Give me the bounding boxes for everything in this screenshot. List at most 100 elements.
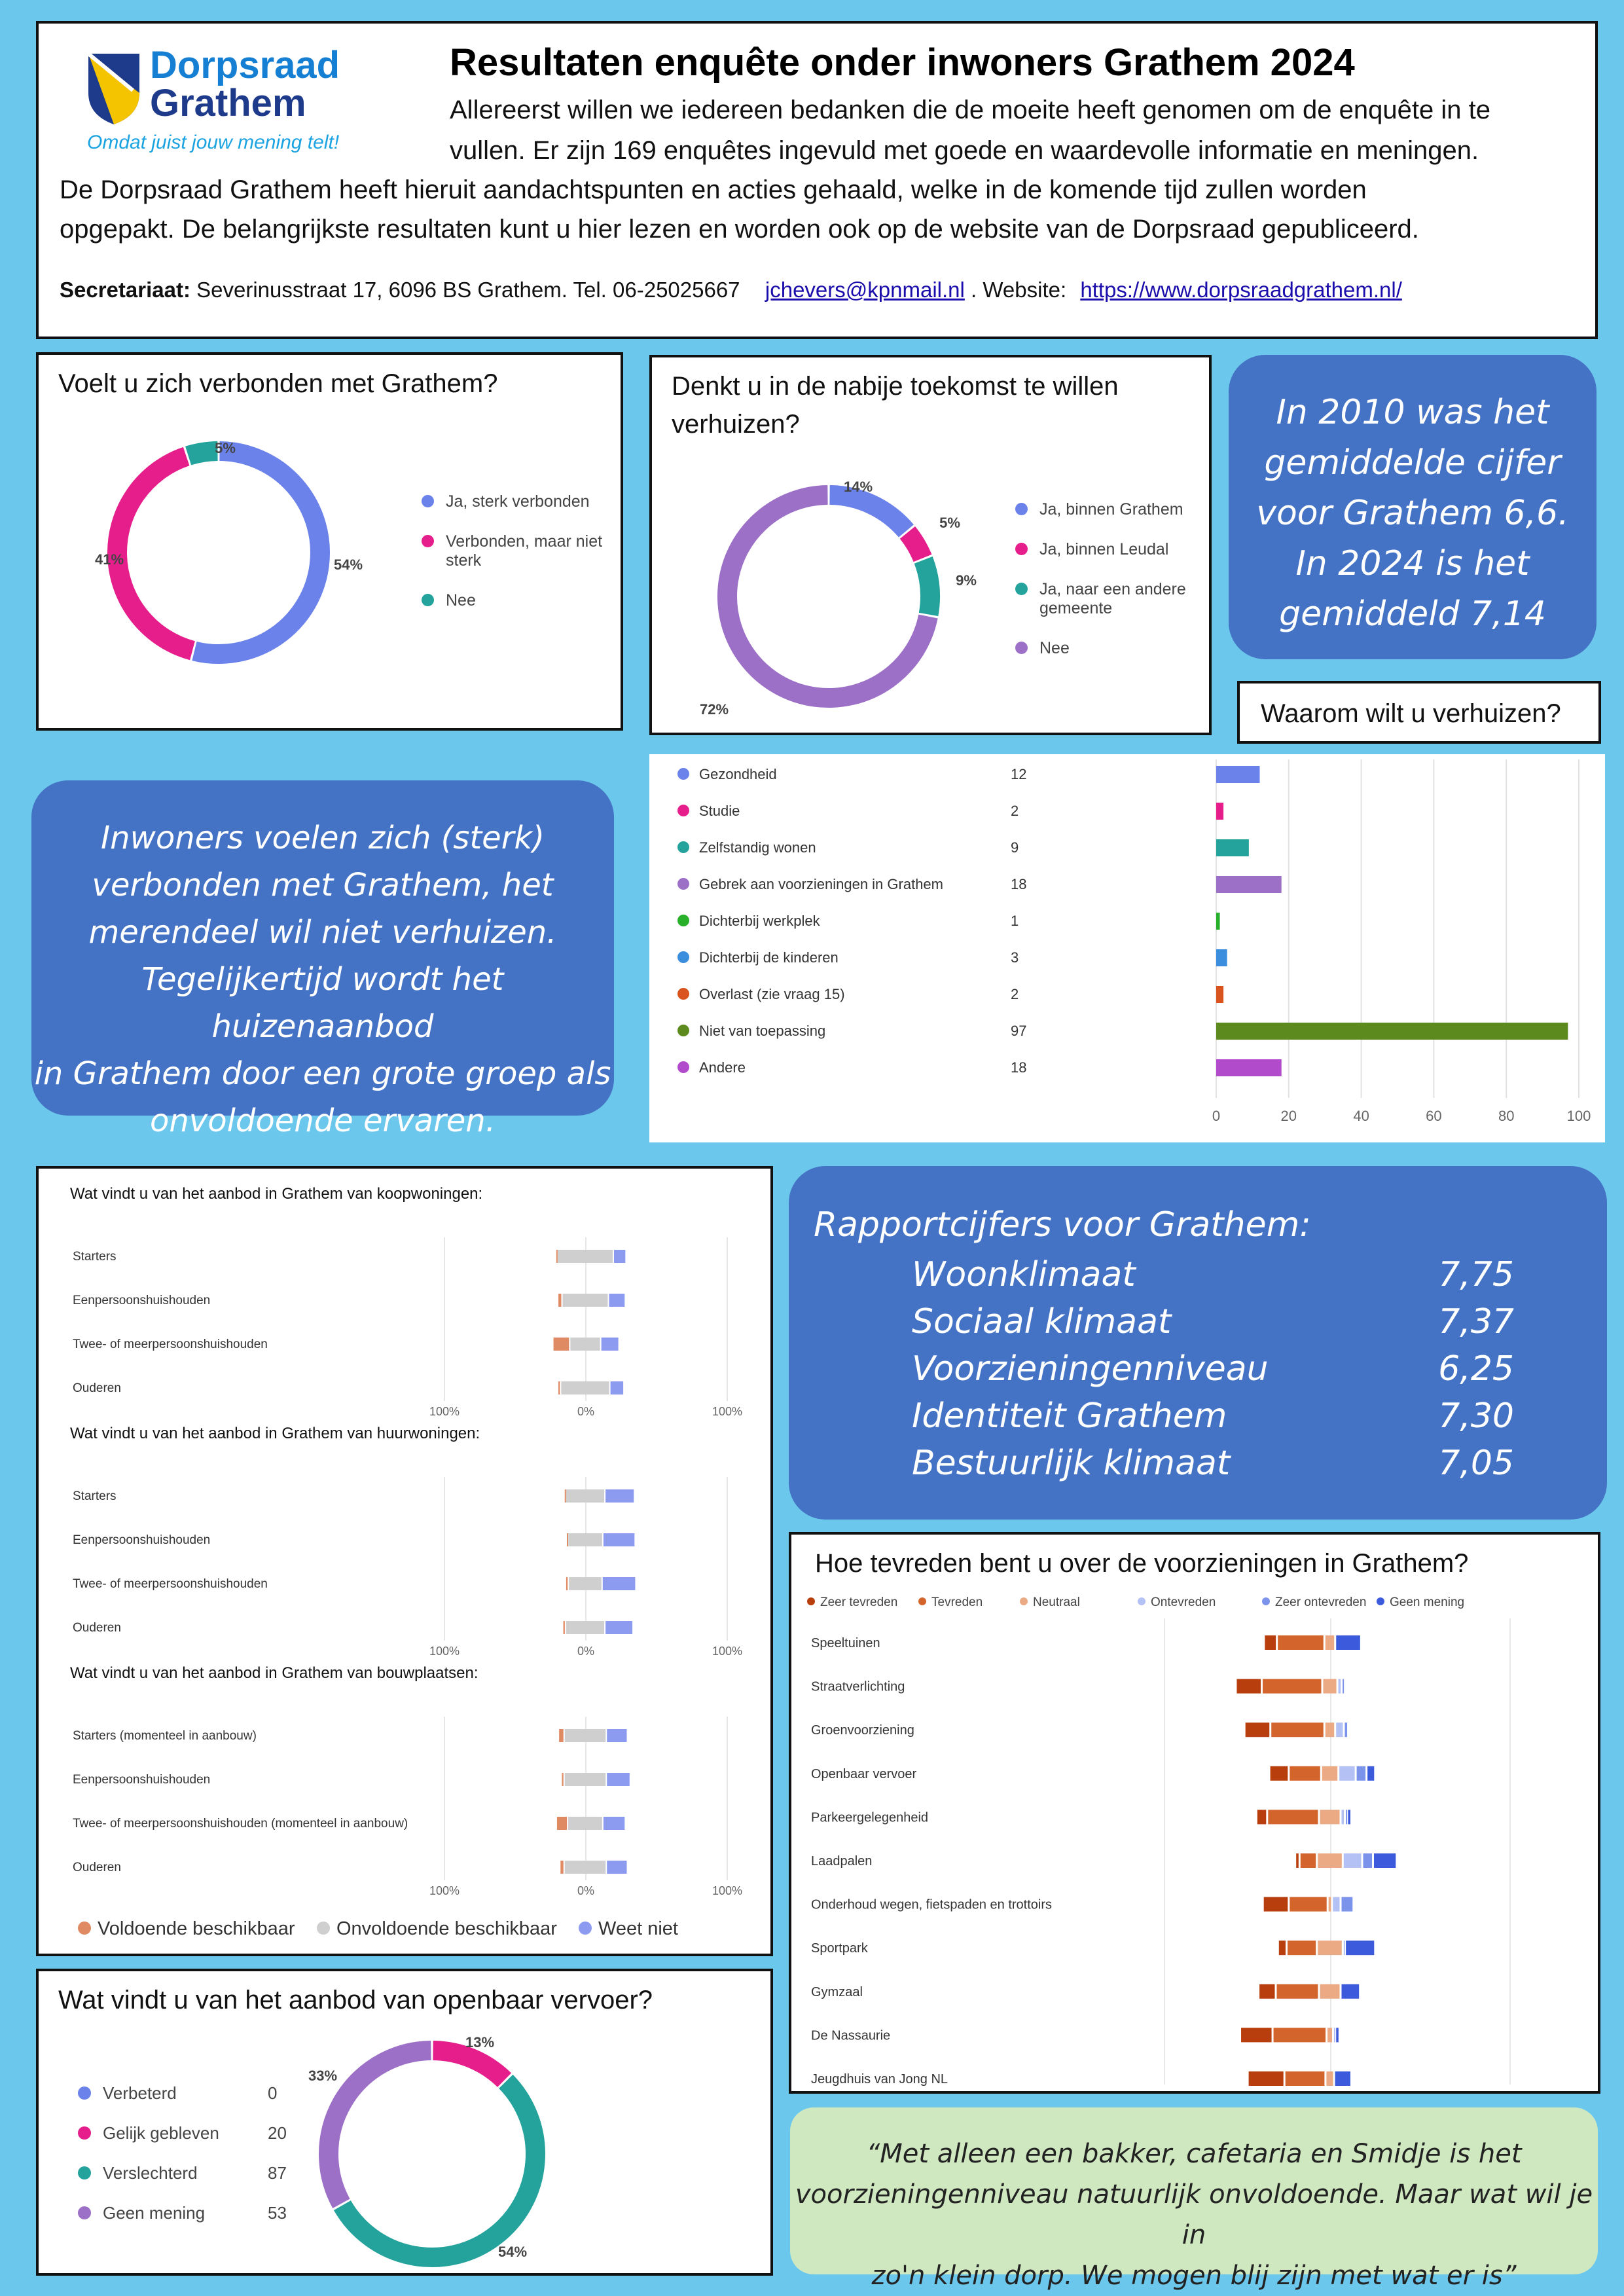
category-dot (677, 988, 689, 1000)
category-dot (677, 768, 689, 780)
bar-segment (1341, 1897, 1353, 1912)
bar-segment (1325, 1722, 1335, 1738)
q2-panel: Denkt u in de nabije toekomst te willen … (649, 355, 1212, 735)
legend-item: Verbonden, maar niet sterk (422, 532, 611, 570)
bar-segment (558, 1250, 613, 1263)
rapport-row: Voorzieningenniveau 6,25 (912, 1349, 1514, 1389)
housing-charts: Wat vindt u van het aanbod in Grathem va… (70, 1185, 742, 1939)
legend-dot (807, 1597, 815, 1605)
donut-label: 54% (334, 556, 363, 573)
callout-line: In 2024 is het (1295, 544, 1530, 583)
section-title: Wat vindt u van het aanbod in Grathem va… (70, 1185, 482, 1203)
bar-segment (1348, 1810, 1350, 1825)
row-label: Starters (73, 1489, 117, 1503)
bar-segment (1320, 1810, 1340, 1825)
bar-segment (556, 1250, 558, 1263)
bar-segment (1336, 2028, 1339, 2043)
axis-label: 0% (577, 1645, 594, 1658)
value-label: 2 (1011, 803, 1019, 819)
bar-segment (1333, 2028, 1335, 2043)
section-title: Wat vindt u van het aanbod in Grathem va… (70, 1664, 478, 1682)
axis-label: 0% (577, 1884, 594, 1897)
callout-verbonden: Inwoners voelen zich (sterk) verbonden m… (31, 780, 614, 1139)
legend-dot (78, 2126, 91, 2140)
bar-segment (1259, 1984, 1275, 1999)
bar-segment (614, 1250, 626, 1263)
donut-label: 41% (95, 551, 124, 568)
row-label: Eenpersoonshuishouden (73, 1773, 210, 1787)
bar (1216, 913, 1220, 930)
q2-legend: Ja, binnen Grathem Ja, binnen Leudal Ja,… (1015, 500, 1199, 679)
logo-tagline: Omdat juist jouw mening telt! (87, 132, 340, 153)
category-label: Dichterbij werkplek (699, 913, 821, 929)
donut-slice (899, 526, 932, 562)
bar-segment (610, 1381, 624, 1394)
voorz-bar-chart: Zeer tevreden Tevreden Neutraal Ontevreden Z… (807, 1595, 1511, 2086)
rapport-title: Rapportcijfers voor Grathem: (814, 1205, 1311, 1245)
tick-label: 80 (1498, 1108, 1514, 1124)
quote-box: “Met alleen een bakker, cafetaria en Smi… (790, 2107, 1598, 2291)
website-link[interactable]: https://www.dorpsraadgrathem.nl/ (1080, 278, 1402, 302)
section-title: Wat vindt u van het aanbod in Grathem va… (70, 1425, 480, 1442)
q3-title-box: Waarom wilt u verhuizen? (1237, 681, 1601, 744)
shield-logo-icon (87, 52, 139, 124)
donut-label: 13% (465, 2034, 494, 2050)
bar (1216, 803, 1224, 820)
row-label: Straatverlichting (811, 1680, 905, 1694)
bar-segment (562, 1773, 564, 1786)
category-label: Niet van toepassing (699, 1023, 825, 1039)
bar (1216, 949, 1227, 966)
legend-dot (78, 1922, 91, 1935)
website-label: . Website: (971, 278, 1067, 302)
voorz-title: Hoe tevreden bent u over de voorzieninge… (815, 1549, 1469, 1578)
legend-label: Voldoende beschikbaar (98, 1918, 295, 1939)
axis-label: 100% (429, 1645, 460, 1658)
row-label: Sportpark (811, 1941, 869, 1956)
callout-line: onvoldoende ervaren. (150, 1102, 496, 1139)
bar-segment (1236, 1679, 1261, 1694)
bar-segment (1290, 1897, 1327, 1912)
category-dot (677, 805, 689, 816)
value-label: 97 (1011, 1023, 1026, 1039)
callout-line: gemiddeld 7,14 (1279, 594, 1546, 634)
bar-segment (562, 1294, 608, 1307)
tick-label: 0 (1212, 1108, 1220, 1124)
legend-value: 53 (268, 2203, 287, 2223)
contact-line: Secretariaat: Severinusstraat 17, 6096 B… (60, 278, 1402, 302)
value-label: 1 (1011, 913, 1019, 929)
legend-label: Verslechterd (103, 2163, 198, 2183)
legend-label: Weet niet (598, 1918, 678, 1939)
bar (1216, 1059, 1282, 1076)
axis-label: 0% (577, 1405, 594, 1418)
bar-segment (1343, 1941, 1345, 1956)
bar-segment (1288, 1941, 1316, 1956)
bar (1216, 876, 1282, 893)
category-dot (677, 878, 689, 890)
row-label: Ouderen (73, 1621, 121, 1635)
bar-segment (1333, 1897, 1340, 1912)
row-label: Ouderen (73, 1381, 121, 1395)
bar-segment (1263, 1679, 1322, 1694)
legend-dot (1377, 1597, 1384, 1605)
bar-segment (556, 1817, 568, 1830)
bar-segment (607, 1861, 627, 1874)
bar-segment (558, 1294, 562, 1307)
email-link[interactable]: jchevers@kpnmail.nl (765, 278, 965, 302)
row-label: Eenpersoonshuishouden (73, 1294, 210, 1307)
ov-chart: 13% 33% 54% Verbeterd 0 Gelijk gebleven 20 Vers… (78, 2034, 545, 2267)
donut-label: 5% (215, 440, 236, 456)
legend-item: Ja, binnen Leudal (1015, 540, 1199, 559)
donut-slice (717, 485, 938, 708)
value-label: 9 (1011, 839, 1019, 856)
bar-segment (1325, 1635, 1335, 1650)
legend-label: Ontevreden (1151, 1595, 1216, 1609)
bar-segment (603, 1817, 625, 1830)
bar-segment (607, 1773, 630, 1786)
bar-segment (1356, 1766, 1366, 1781)
legend-dot (1138, 1597, 1146, 1605)
bar-segment (1374, 1853, 1396, 1868)
bar-segment (1367, 1766, 1375, 1781)
legend-item: Ja, binnen Grathem (1015, 500, 1199, 519)
legend-dot (78, 2206, 91, 2219)
